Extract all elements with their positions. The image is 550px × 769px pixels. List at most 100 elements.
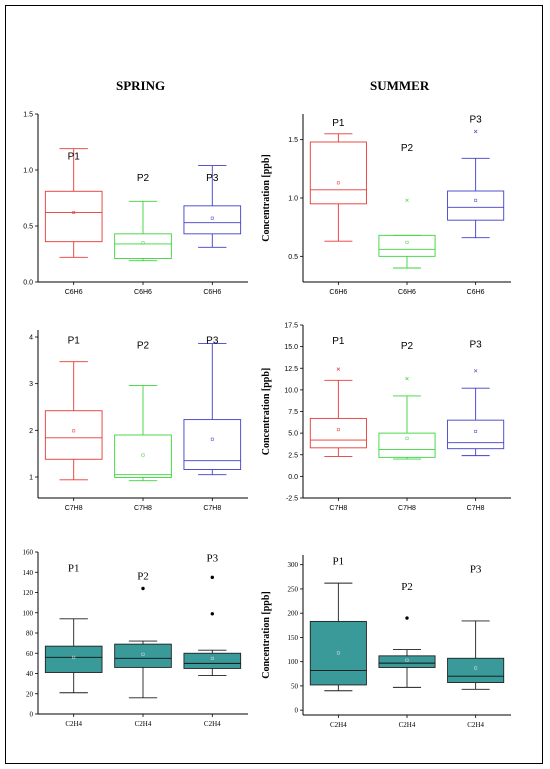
summer-heading: SUMMER bbox=[370, 78, 430, 93]
spring-heading: SPRING bbox=[116, 78, 166, 93]
group-label: P3 bbox=[470, 564, 482, 576]
mean-marker bbox=[405, 658, 409, 662]
iqr-box bbox=[309, 620, 367, 686]
x-category-label: C6H6 bbox=[203, 289, 221, 296]
mean-marker bbox=[72, 655, 76, 659]
iqr-box bbox=[44, 190, 103, 243]
x-category-label: C2H4 bbox=[204, 720, 221, 728]
group-label: P1 bbox=[333, 556, 345, 568]
iqr-box bbox=[183, 652, 242, 669]
x-category-label: C2H4 bbox=[135, 720, 152, 728]
y-tick-label: 120 bbox=[23, 589, 34, 597]
box-p3: C7H8 P3 bbox=[447, 339, 505, 512]
box-p3: C6H6 P3 bbox=[447, 114, 505, 296]
y-tick-label: 100 bbox=[23, 609, 34, 617]
iqr-box bbox=[183, 205, 242, 235]
group-label: P2 bbox=[137, 173, 150, 184]
mean-marker bbox=[72, 429, 76, 433]
x-category-label: C7H8 bbox=[329, 505, 347, 512]
y-tick-label: 0.5 bbox=[288, 254, 298, 261]
y-tick-label: 1.0 bbox=[288, 196, 298, 203]
x-category-label: C6H6 bbox=[467, 289, 485, 296]
mean-marker bbox=[141, 241, 145, 245]
group-label: P3 bbox=[470, 114, 483, 125]
y-tick-label: 200 bbox=[288, 610, 299, 618]
y-tick-label: 0.0 bbox=[23, 280, 33, 287]
outlier-point bbox=[405, 198, 409, 203]
x-category-label: C6H6 bbox=[134, 289, 152, 296]
mean-marker bbox=[474, 429, 478, 433]
group-label: P3 bbox=[206, 173, 219, 184]
y-tick-label: 10.0 bbox=[284, 387, 298, 394]
mean-marker bbox=[336, 651, 340, 655]
y-tick-label: 60 bbox=[26, 650, 34, 658]
iqr-box bbox=[44, 410, 103, 460]
group-label: P1 bbox=[68, 335, 81, 346]
y-axis-label: Concentration [ppb] bbox=[261, 154, 272, 242]
y-tick-label: -2.5 bbox=[286, 496, 298, 503]
iqr-box bbox=[183, 419, 242, 470]
y-tick-label: 3 bbox=[29, 381, 33, 388]
y-tick-label: 20 bbox=[26, 690, 34, 698]
y-tick-label: 4 bbox=[29, 335, 33, 342]
box-p2: C2H4 P2 bbox=[114, 571, 172, 728]
mean-marker bbox=[141, 652, 145, 656]
box-p1: C7H8 P1 bbox=[44, 335, 103, 512]
box-p2: C2H4 P2 bbox=[378, 581, 436, 729]
x-category-label: C7H8 bbox=[203, 505, 221, 512]
group-label: P1 bbox=[68, 562, 80, 574]
x-category-label: C2H4 bbox=[467, 721, 484, 729]
y-tick-label: 300 bbox=[288, 561, 299, 569]
chart-panel-spring-c2h4: 0 20 40 60 80 100 120 140 160 C2H4 P1 C2H4 P2 C2H4 P3 bbox=[23, 549, 248, 728]
mean-marker bbox=[72, 211, 76, 215]
mean-marker bbox=[405, 240, 409, 244]
y-tick-label: 0.0 bbox=[288, 474, 298, 481]
chart-panel-spring-c6h6: 0.0 0.5 1.0 1.5 C6H6 P1 C6H6 P2 C6H6 P3 bbox=[23, 112, 248, 296]
x-category-label: C7H8 bbox=[65, 505, 83, 512]
outlier-point bbox=[405, 616, 409, 620]
y-tick-label: 0 bbox=[295, 707, 299, 715]
box-p1: C6H6 P1 bbox=[309, 118, 367, 296]
group-label: P1 bbox=[68, 151, 81, 162]
y-tick-label: 40 bbox=[26, 670, 34, 678]
chart-panel-summer-c7h8: -2.5 0.0 2.5 5.0 7.5 10.0 12.5 15.0 17.5 Concentr… bbox=[261, 323, 511, 512]
x-category-label: C7H8 bbox=[467, 505, 485, 512]
y-tick-label: 15.0 bbox=[284, 344, 298, 351]
box-p3: C2H4 P3 bbox=[447, 564, 505, 729]
iqr-box bbox=[309, 141, 367, 205]
y-tick-label: 80 bbox=[26, 630, 34, 638]
outlier-point bbox=[473, 129, 478, 134]
box-p1: C2H4 P1 bbox=[44, 562, 103, 728]
iqr-box bbox=[309, 417, 367, 449]
mean-marker bbox=[141, 453, 145, 457]
y-tick-label: 1.5 bbox=[23, 112, 33, 119]
box-p1: C7H8 P1 bbox=[309, 336, 367, 512]
figure-frame bbox=[5, 5, 543, 764]
y-tick-label: 12.5 bbox=[284, 366, 298, 373]
iqr-box bbox=[44, 645, 103, 673]
box-p3: C7H8 P3 bbox=[183, 335, 242, 512]
y-tick-label: 160 bbox=[23, 549, 34, 557]
mean-marker bbox=[474, 198, 478, 202]
group-label: P1 bbox=[332, 336, 345, 347]
mean-marker bbox=[210, 656, 214, 660]
group-label: P3 bbox=[470, 339, 483, 350]
y-tick-label: 140 bbox=[23, 569, 34, 577]
chart-panel-summer-c2h4: 0 50 100 150 200 250 300 Concentration [ppb] C2H… bbox=[261, 555, 511, 729]
x-category-label: C6H6 bbox=[329, 289, 347, 296]
box-p2: C6H6 P2 bbox=[378, 143, 436, 296]
iqr-box bbox=[447, 419, 505, 450]
group-label: P2 bbox=[137, 571, 149, 583]
x-category-label: C2H4 bbox=[399, 721, 416, 729]
group-label: P2 bbox=[401, 143, 414, 154]
x-category-label: C7H8 bbox=[398, 505, 416, 512]
iqr-box bbox=[378, 234, 436, 257]
box-p1: C6H6 P1 bbox=[44, 148, 103, 296]
y-tick-label: 17.5 bbox=[284, 323, 298, 330]
outlier-point bbox=[141, 586, 145, 591]
y-tick-label: 0 bbox=[30, 711, 34, 719]
y-axis-label: Concentration [ppb] bbox=[261, 368, 272, 456]
mean-marker bbox=[405, 436, 409, 440]
group-label: P2 bbox=[401, 581, 413, 593]
